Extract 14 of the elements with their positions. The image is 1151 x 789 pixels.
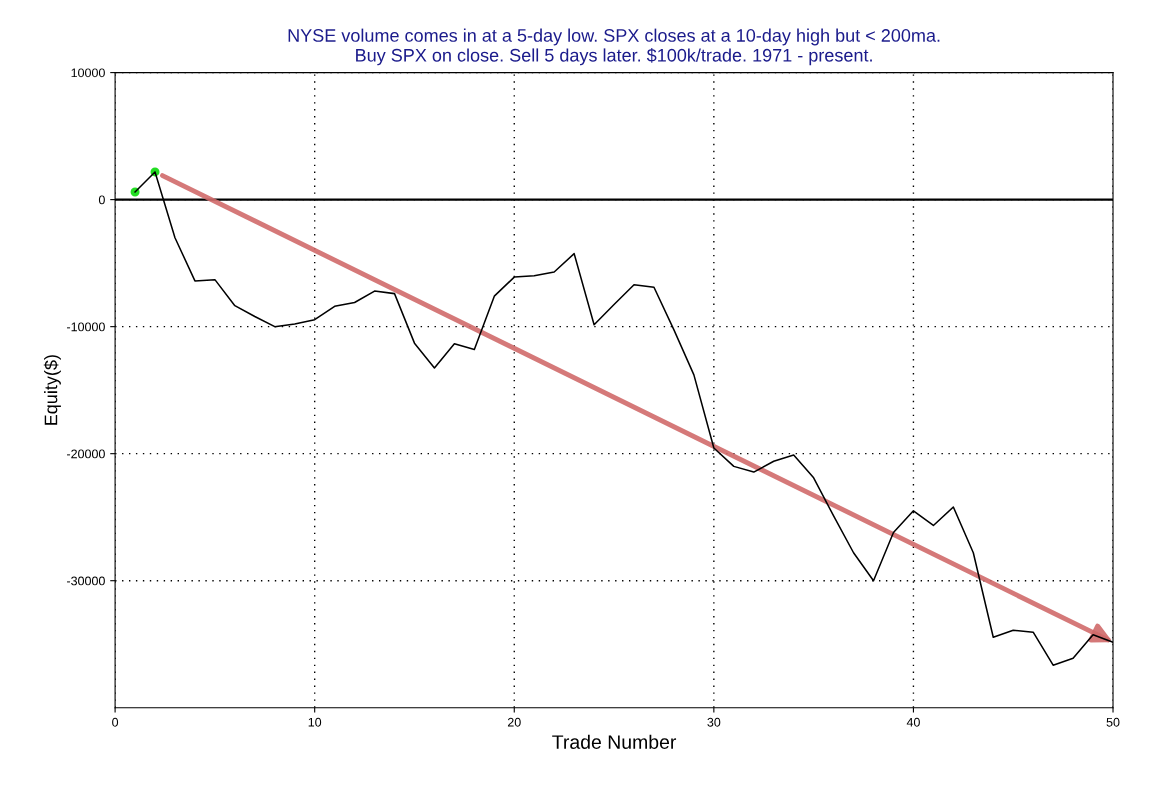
x-tick-label: 10: [308, 717, 322, 727]
x-tick-label: 50: [1106, 717, 1120, 727]
y-tick-label: 10000: [71, 68, 105, 78]
y-tick-label: -10000: [67, 322, 105, 332]
chart-title: NYSE volume comes in at a 5-day low. SPX closes at a 10-day high but < 200ma. Buy SPX on close. Sell 5 days later. $100k/trade. 1971 - present.: [288, 28, 940, 66]
x-tick-label: 40: [906, 717, 920, 727]
x-tick-label: 20: [507, 717, 521, 727]
x-tick-label: 0: [112, 717, 119, 727]
x-tick-label: 30: [707, 717, 721, 727]
y-tick-label: -20000: [67, 449, 105, 459]
y-axis-title: Equity($): [43, 355, 61, 425]
y-tick-label: 0: [98, 195, 105, 205]
x-axis-title: Trade Number: [552, 734, 677, 749]
y-tick-label: -30000: [67, 576, 105, 586]
